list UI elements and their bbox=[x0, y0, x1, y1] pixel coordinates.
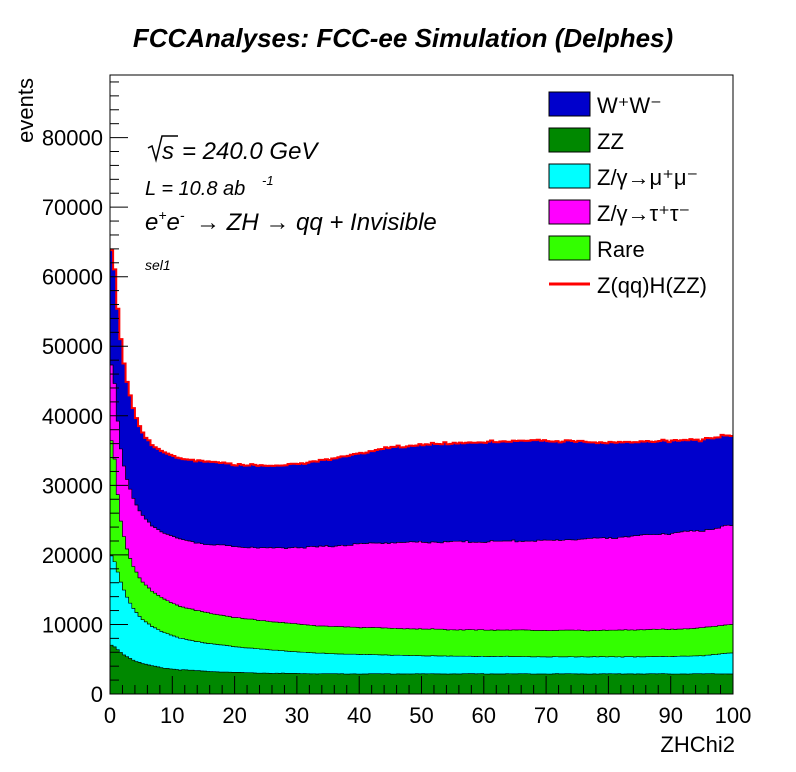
svg-text:L = 10.8 ab: L = 10.8 ab bbox=[145, 178, 245, 200]
x-tick-label: 20 bbox=[222, 703, 246, 728]
legend-swatch bbox=[548, 127, 591, 153]
chart-title: FCCAnalyses: FCC-ee Simulation (Delphes) bbox=[133, 23, 673, 53]
y-tick-label: 20000 bbox=[42, 543, 103, 568]
svg-text:e+e-: e+e- bbox=[145, 207, 185, 236]
legend-label: Z(qq)H(ZZ) bbox=[597, 273, 707, 298]
legend-label: Rare bbox=[597, 237, 645, 262]
legend-swatch bbox=[548, 199, 591, 225]
y-tick-label: 10000 bbox=[42, 612, 103, 637]
y-axis: 0 10000 20000 30000 40000 50000 60000 70000 8000… bbox=[42, 81, 128, 707]
x-tick-label: 70 bbox=[534, 703, 558, 728]
stacked-areas bbox=[109, 249, 734, 695]
annotation-luminosity: L = 10.8 ab -1 bbox=[145, 173, 274, 200]
x-tick-label: 100 bbox=[715, 703, 752, 728]
legend-label: Z/γ→τ⁺τ⁻ bbox=[597, 201, 690, 226]
legend: W⁺W⁻ ZZ Z/γ→μ⁺μ⁻ Z/γ→τ⁺τ⁻ Rare Z(qq)H(ZZ) bbox=[548, 91, 707, 298]
svg-text:-1: -1 bbox=[262, 173, 274, 188]
x-axis-label: ZHChi2 bbox=[660, 732, 735, 757]
svg-text:= 240.0 GeV: = 240.0 GeV bbox=[182, 138, 319, 165]
annotation-selection: sel1 bbox=[145, 257, 171, 273]
y-tick-label: 80000 bbox=[42, 126, 103, 151]
sqrt-symbol-icon bbox=[147, 135, 178, 163]
legend-swatch bbox=[548, 163, 591, 189]
x-tick-label: 30 bbox=[285, 703, 309, 728]
x-tick-label: 80 bbox=[596, 703, 620, 728]
y-tick-label: 70000 bbox=[42, 195, 103, 220]
x-tick-label: 0 bbox=[104, 703, 116, 728]
y-tick-label: 0 bbox=[91, 682, 103, 707]
y-tick-label: 50000 bbox=[42, 334, 103, 359]
legend-swatch bbox=[548, 235, 591, 261]
x-axis: 0 10 20 30 40 50 60 70 80 90 100 bbox=[104, 676, 751, 728]
y-tick-label: 60000 bbox=[42, 265, 103, 290]
y-tick-label: 30000 bbox=[42, 473, 103, 498]
svg-text:→ ZH → qq + Invisible: → ZH → qq + Invisible bbox=[196, 209, 437, 236]
y-axis-label: events bbox=[13, 78, 38, 143]
x-tick-label: 40 bbox=[347, 703, 371, 728]
annotation-sqrt-s: s = 240.0 GeV bbox=[147, 135, 319, 165]
legend-label: W⁺W⁻ bbox=[597, 93, 662, 118]
y-tick-label: 40000 bbox=[42, 404, 103, 429]
signal-line-zqq-hzz bbox=[110, 249, 733, 467]
legend-label: ZZ bbox=[597, 129, 624, 154]
x-tick-label: 10 bbox=[160, 703, 184, 728]
x-tick-label: 50 bbox=[409, 703, 433, 728]
annotation-process: e+e- → ZH → qq + Invisible bbox=[145, 207, 437, 236]
legend-swatch bbox=[548, 91, 591, 117]
svg-text:s: s bbox=[162, 138, 174, 165]
x-tick-label: 60 bbox=[472, 703, 496, 728]
legend-label: Z/γ→μ⁺μ⁻ bbox=[597, 165, 698, 190]
x-tick-label: 90 bbox=[658, 703, 682, 728]
